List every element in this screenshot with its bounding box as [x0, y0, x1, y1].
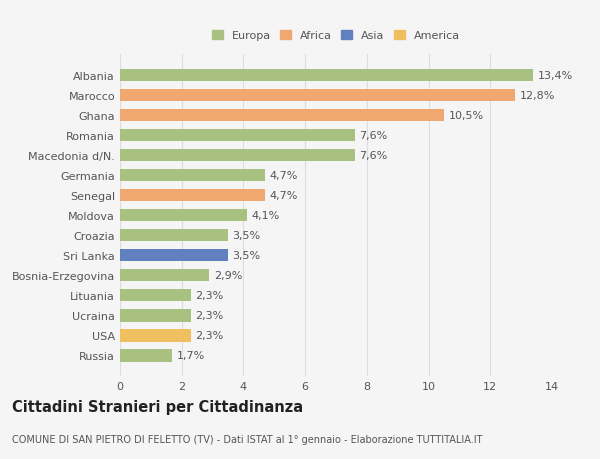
Bar — [120, 150, 355, 162]
Text: 13,4%: 13,4% — [538, 71, 574, 81]
Text: 2,3%: 2,3% — [196, 330, 224, 341]
Bar — [120, 309, 191, 322]
Text: 12,8%: 12,8% — [520, 91, 555, 101]
Text: 4,1%: 4,1% — [251, 211, 280, 221]
Text: 7,6%: 7,6% — [359, 151, 388, 161]
Bar — [120, 70, 533, 82]
Bar — [120, 129, 355, 142]
Text: 4,7%: 4,7% — [269, 191, 298, 201]
Text: 7,6%: 7,6% — [359, 131, 388, 141]
Bar — [120, 330, 191, 342]
Text: Cittadini Stranieri per Cittadinanza: Cittadini Stranieri per Cittadinanza — [12, 399, 303, 414]
Bar — [120, 269, 209, 282]
Bar — [120, 169, 265, 182]
Text: 2,9%: 2,9% — [214, 271, 242, 280]
Text: 3,5%: 3,5% — [233, 251, 261, 261]
Bar — [120, 349, 172, 362]
Text: 2,3%: 2,3% — [196, 311, 224, 321]
Bar — [120, 290, 191, 302]
Legend: Europa, Africa, Asia, America: Europa, Africa, Asia, America — [210, 28, 462, 43]
Bar — [120, 190, 265, 202]
Bar — [120, 110, 444, 122]
Text: 10,5%: 10,5% — [449, 111, 484, 121]
Bar — [120, 90, 515, 102]
Text: COMUNE DI SAN PIETRO DI FELETTO (TV) - Dati ISTAT al 1° gennaio - Elaborazione T: COMUNE DI SAN PIETRO DI FELETTO (TV) - D… — [12, 434, 482, 444]
Text: 4,7%: 4,7% — [269, 171, 298, 181]
Text: 3,5%: 3,5% — [233, 231, 261, 241]
Bar — [120, 210, 247, 222]
Bar — [120, 250, 228, 262]
Bar — [120, 230, 228, 242]
Text: 2,3%: 2,3% — [196, 291, 224, 301]
Text: 1,7%: 1,7% — [177, 351, 205, 361]
